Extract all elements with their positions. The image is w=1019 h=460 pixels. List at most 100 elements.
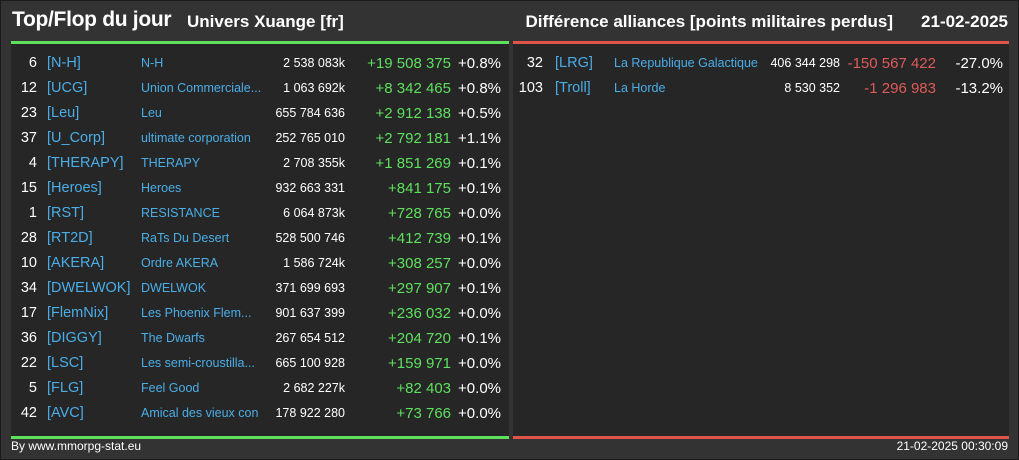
points-difference: +19 508 375	[367, 55, 451, 72]
alliance-rank: 15	[20, 180, 37, 196]
alliance-row: 42 [AVC] Amical des vieux con 178 922 280 +7…	[11, 401, 509, 426]
alliance-name-link[interactable]: Les semi-croustilla...	[141, 356, 255, 370]
percent-change: +0.8%	[458, 55, 501, 72]
alliance-points: 655 784 636	[275, 106, 345, 120]
alliance-points: 1 063 692k	[283, 81, 345, 95]
alliance-row: 15 [Heroes] Heroes 932 663 331 +841 175 +0.1%	[11, 176, 509, 201]
alliance-tag-link[interactable]: [DIGGY]	[47, 330, 102, 346]
alliance-tag-link[interactable]: [U_Corp]	[47, 130, 106, 146]
alliance-tag-link[interactable]: [Leu]	[47, 105, 80, 121]
percent-change: +0.0%	[458, 305, 501, 322]
alliance-points: 665 100 928	[275, 356, 345, 370]
alliance-name-link[interactable]: RESISTANCE	[141, 206, 220, 220]
alliance-rank: 22	[20, 355, 37, 371]
alliance-tag-link[interactable]: [DWELWOK]	[47, 280, 131, 296]
alliance-name-link[interactable]: La Horde	[614, 81, 666, 95]
points-difference: +73 766	[396, 405, 451, 422]
alliance-tag-link[interactable]: [Heroes]	[47, 180, 102, 196]
alliance-rank: 5	[28, 380, 37, 396]
alliance-tag-link[interactable]: [RST]	[47, 205, 85, 221]
alliance-row: 32 [LRG] La Republique Galactique 406 344 2…	[513, 51, 1009, 76]
alliance-rank: 10	[20, 255, 37, 271]
ranking-date: 21-02-2025	[921, 12, 1008, 31]
alliance-points: 371 699 693	[275, 281, 345, 295]
alliance-tag-link[interactable]: [LSC]	[47, 355, 84, 371]
alliance-tag-link[interactable]: [THERAPY]	[47, 155, 124, 171]
page-title: Top/Flop du jour	[12, 8, 172, 31]
alliance-row: 37 [U_Corp] ultimate corporation 252 765 01…	[11, 126, 509, 151]
percent-change: +0.1%	[458, 280, 501, 297]
alliance-row: 36 [DIGGY] The Dwarfs 267 654 512 +204 720 +0…	[11, 326, 509, 351]
alliance-rank: 1	[28, 205, 37, 221]
alliance-tag-link[interactable]: [UCG]	[47, 80, 88, 96]
points-difference: +841 175	[388, 180, 451, 197]
alliance-name-link[interactable]: Leu	[141, 106, 162, 120]
percent-change: +0.1%	[458, 180, 501, 197]
alliance-rank: 103	[518, 80, 543, 96]
alliance-name-link[interactable]: THERAPY	[141, 156, 201, 170]
alliance-tag-link[interactable]: [N-H]	[47, 55, 81, 71]
alliance-tag-link[interactable]: [FlemNix]	[47, 305, 109, 321]
alliance-points: 2 538 083k	[283, 56, 345, 70]
footer-timestamp: 21-02-2025 00:30:09	[896, 439, 1008, 453]
points-difference: +236 032	[388, 305, 451, 322]
points-difference: +1 851 269	[375, 155, 452, 172]
alliance-rank: 17	[20, 305, 37, 321]
alliance-rank: 23	[20, 105, 37, 121]
percent-change: -27.0%	[955, 55, 1003, 72]
points-difference: +728 765	[388, 205, 451, 222]
alliance-row: 12 [UCG] Union Commerciale... 1 063 692k +8 …	[11, 76, 509, 101]
alliance-points: 6 064 873k	[283, 206, 345, 220]
universe-subtitle: Univers Xuange [fr]	[187, 12, 344, 31]
alliance-row: 1 [RST] RESISTANCE 6 064 873k +728 765 +0.0%	[11, 201, 509, 226]
points-difference: +159 971	[388, 355, 451, 372]
alliance-row: 10 [AKERA] Ordre AKERA 1 586 724k +308 257 +0…	[11, 251, 509, 276]
alliance-name-link[interactable]: DWELWOK	[141, 281, 207, 295]
alliance-name-link[interactable]: Ordre AKERA	[141, 256, 219, 270]
alliance-row: 23 [Leu] Leu 655 784 636 +2 912 138 +0.5%	[11, 101, 509, 126]
points-difference: -150 567 422	[847, 55, 936, 72]
alliance-name-link[interactable]: RaTs Du Desert	[141, 231, 230, 245]
alliance-rank: 28	[20, 230, 37, 246]
alliance-tag-link[interactable]: [Troll]	[555, 80, 591, 96]
points-difference: +297 907	[388, 280, 451, 297]
alliance-points: 932 663 331	[275, 181, 345, 195]
alliance-points: 406 344 298	[770, 56, 840, 70]
alliance-points: 2 708 355k	[283, 156, 345, 170]
alliance-tag-link[interactable]: [AVC]	[47, 405, 84, 421]
alliance-name-link[interactable]: Feel Good	[141, 381, 200, 395]
alliance-name-link[interactable]: ultimate corporation	[141, 131, 251, 145]
alliance-rank: 37	[20, 130, 37, 146]
alliance-rank: 32	[526, 55, 543, 71]
alliance-row: 17 [FlemNix] Les Phoenix Flem... 901 637 39…	[11, 301, 509, 326]
alliance-name-link[interactable]: Union Commerciale...	[141, 81, 262, 95]
percent-change: +1.1%	[458, 130, 501, 147]
alliance-points: 252 765 010	[275, 131, 345, 145]
alliance-tag-link[interactable]: [RT2D]	[47, 230, 93, 246]
alliance-tag-link[interactable]: [LRG]	[555, 55, 593, 71]
percent-change: +0.0%	[458, 355, 501, 372]
alliance-name-link[interactable]: La Republique Galactique	[614, 56, 758, 70]
alliance-row: 28 [RT2D] RaTs Du Desert 528 500 746 +412 73…	[11, 226, 509, 251]
points-difference: +2 912 138	[375, 105, 452, 122]
alliance-name-link[interactable]: Amical des vieux con	[141, 406, 259, 420]
points-difference: +412 739	[388, 230, 451, 247]
percent-change: -13.2%	[955, 80, 1003, 97]
alliance-row: 103 [Troll] La Horde 8 530 352 -1 296 983 -13…	[513, 76, 1009, 101]
alliance-points: 901 637 399	[275, 306, 345, 320]
percent-change: +0.1%	[458, 330, 501, 347]
alliance-name-link[interactable]: Heroes	[141, 181, 182, 195]
percent-change: +0.0%	[458, 255, 501, 272]
alliance-points: 1 586 724k	[283, 256, 345, 270]
alliance-rank: 36	[20, 330, 37, 346]
alliance-rank: 6	[28, 55, 37, 71]
alliance-row: 4 [THERAPY] THERAPY 2 708 355k +1 851 269 +0.…	[11, 151, 509, 176]
alliance-tag-link[interactable]: [FLG]	[47, 380, 84, 396]
alliance-name-link[interactable]: Les Phoenix Flem...	[141, 306, 252, 320]
alliance-name-link[interactable]: N-H	[141, 56, 164, 70]
points-difference: +308 257	[388, 255, 451, 272]
alliance-name-link[interactable]: The Dwarfs	[141, 331, 205, 345]
alliance-row: 6 [N-H] N-H 2 538 083k +19 508 375 +0.8%	[11, 51, 509, 76]
alliance-tag-link[interactable]: [AKERA]	[47, 255, 105, 271]
